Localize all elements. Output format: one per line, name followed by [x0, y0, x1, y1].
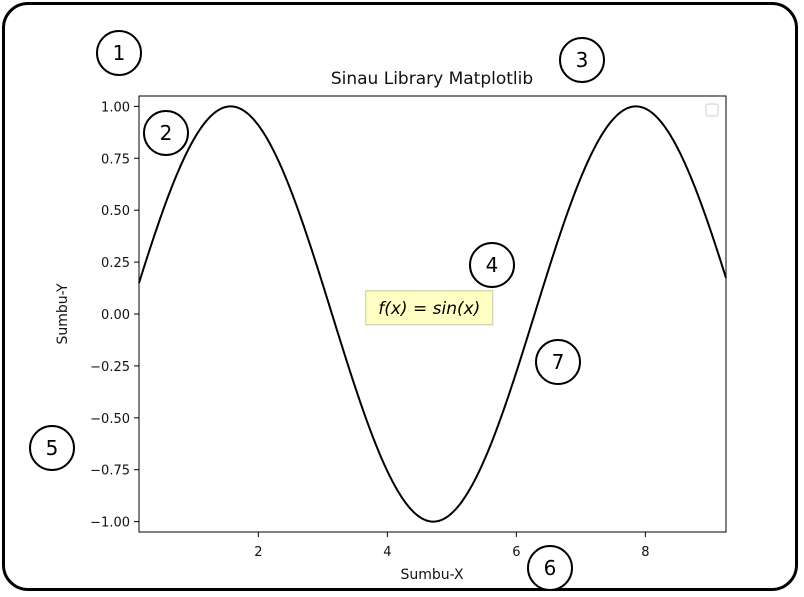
callout-4: 4 — [469, 242, 515, 288]
y-axis-label: Sumbu-Y — [55, 283, 71, 345]
callout-label: 7 — [552, 350, 565, 374]
x-tick-label: 4 — [383, 545, 391, 560]
annotation-body: (x) = sin(x) — [384, 299, 480, 319]
callout-label: 6 — [544, 556, 557, 580]
callout-circle — [96, 30, 142, 76]
y-tick-label: 0.50 — [101, 204, 130, 219]
y-tick-label: 1.00 — [101, 100, 130, 115]
function-annotation: f(x) = sin(x) — [365, 290, 494, 326]
plot-area-border — [138, 95, 727, 533]
x-tick-label: 2 — [254, 545, 262, 560]
callout-circle — [469, 242, 515, 288]
callout-circle — [559, 37, 605, 83]
callout-3: 3 — [559, 37, 605, 83]
callout-circle — [29, 425, 75, 471]
annotation-prefix: f — [378, 299, 387, 319]
sine-series-line — [138, 105, 727, 523]
x-tick-label: 8 — [641, 545, 649, 560]
y-tick-label: −0.25 — [90, 360, 130, 375]
callout-5: 5 — [29, 425, 75, 471]
callout-7: 7 — [535, 339, 581, 385]
y-tick-label: −1.00 — [90, 516, 130, 531]
x-tick-label: 6 — [512, 545, 520, 560]
callout-circle — [143, 110, 189, 156]
callout-label: 3 — [576, 48, 589, 72]
annotation-text: f(x) = sin(x) — [378, 299, 480, 319]
annotation-box — [365, 290, 494, 326]
y-tick-label: 0.25 — [101, 256, 130, 271]
y-tick-label: 0.00 — [101, 308, 130, 323]
callout-label: 5 — [46, 436, 59, 460]
callout-2: 2 — [143, 110, 189, 156]
y-tick-label: 0.75 — [101, 152, 130, 167]
x-axis-label: Sumbu-X — [400, 567, 464, 583]
callout-6: 6 — [527, 545, 573, 591]
y-tick-label: −0.50 — [90, 412, 130, 427]
callout-label: 1 — [113, 41, 126, 65]
callout-circle — [535, 339, 581, 385]
y-axis-ticks: 1.00 0.75 0.50 0.25 0.00 −0.25 −0.50 −0.75 −1.00 — [90, 100, 139, 531]
callout-label: 4 — [486, 253, 499, 277]
x-axis-ticks: 2 4 6 8 — [254, 532, 650, 560]
callout-1: 1 — [96, 30, 142, 76]
callout-label: 2 — [160, 121, 173, 145]
callout-circle — [527, 545, 573, 591]
y-tick-label: −0.75 — [90, 464, 130, 479]
chart-title: Sinau Library Matplotlib — [331, 69, 533, 89]
empty-legend-box — [705, 103, 719, 117]
